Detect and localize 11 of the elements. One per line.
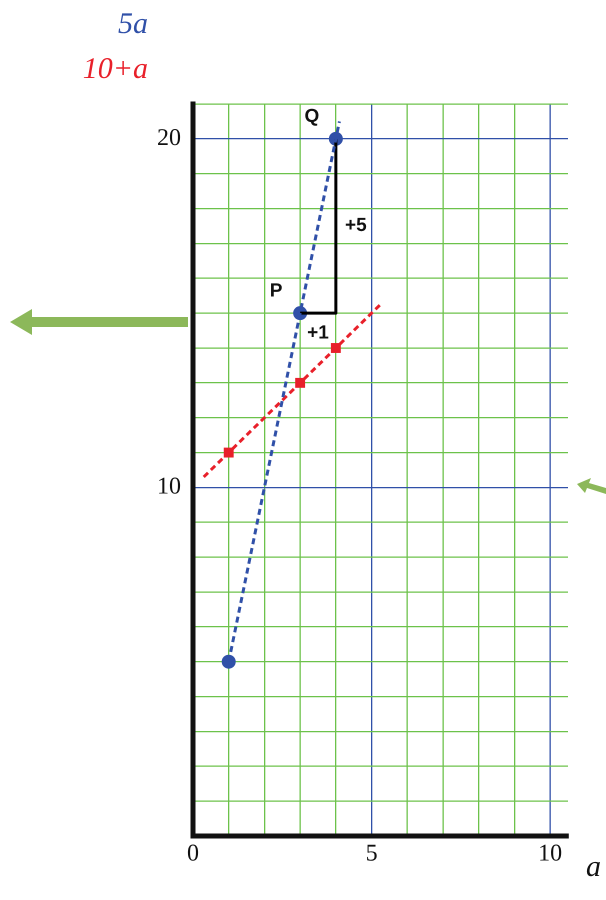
x-tick-label: 5	[366, 840, 378, 867]
annotation: +5	[345, 215, 368, 236]
annotation: +1	[307, 322, 330, 344]
x-tick-label: 0	[187, 840, 199, 867]
x-tick-label: 10	[538, 840, 562, 867]
annotation: P	[270, 280, 283, 302]
y-tick-label: 20	[157, 125, 181, 152]
x-axis-title: a	[586, 850, 601, 883]
text: 10+a	[82, 52, 148, 85]
annotation: Q	[304, 106, 320, 128]
text: 5a	[118, 6, 148, 40]
